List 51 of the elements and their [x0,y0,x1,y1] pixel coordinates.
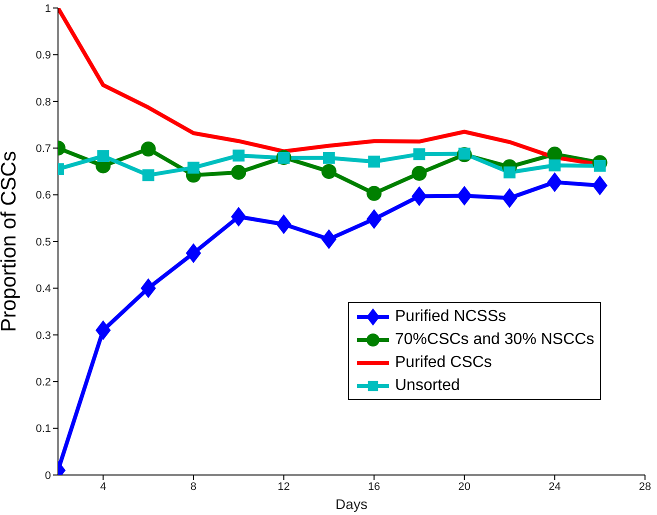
x-tick-label: 12 [278,480,290,493]
point [96,320,111,340]
point [366,209,382,229]
point [142,169,154,182]
x-tick-label: 4 [100,480,106,493]
y-tick-label: 0.3 [36,330,51,342]
point [321,164,336,179]
x-tick-label: 16 [368,480,380,493]
point [368,156,380,168]
y-tick-label: 0.4 [36,283,51,296]
x-axis-title: Days [336,496,368,512]
y-axis-title: Proportion of CSCs [0,151,20,332]
y-tick-label: 0.7 [36,143,51,156]
point [188,162,200,174]
point [276,214,292,234]
legend-label: Purified NCSSs [395,308,506,326]
point [413,148,426,160]
x-tick-label: 8 [190,480,197,493]
point [594,160,606,172]
legend-label: 70%CSCs and 30% NSCCs [395,330,594,348]
point [232,150,245,162]
y-tick-label: 0.5 [36,236,51,248]
y-tick-label: 0 [44,470,51,482]
point [322,152,335,164]
point [140,278,156,298]
point [412,166,427,181]
point [504,166,516,178]
point [502,188,518,208]
point [548,159,561,172]
point [547,172,562,192]
point [97,150,110,162]
y-tick-label: 1 [44,2,51,15]
point [321,230,336,249]
point [231,164,246,180]
x-tick-label: 28 [638,480,652,493]
y-tick-label: 0.2 [36,376,51,389]
point [456,186,472,206]
y-tick-label: 0.1 [36,423,51,436]
point [231,207,246,226]
point [140,142,156,157]
point [412,186,427,206]
legend-label: Unsorted [395,376,460,394]
point [592,176,608,196]
point [186,244,201,263]
legend-label: Purifed CSCs [395,354,492,372]
x-tick-label: 24 [548,480,561,493]
y-tick-label: 0.9 [36,50,51,62]
point [366,186,382,201]
y-tick-label: 0.8 [36,96,51,108]
x-tick-label: 20 [458,480,471,493]
y-tick-label: 0.6 [36,190,51,202]
